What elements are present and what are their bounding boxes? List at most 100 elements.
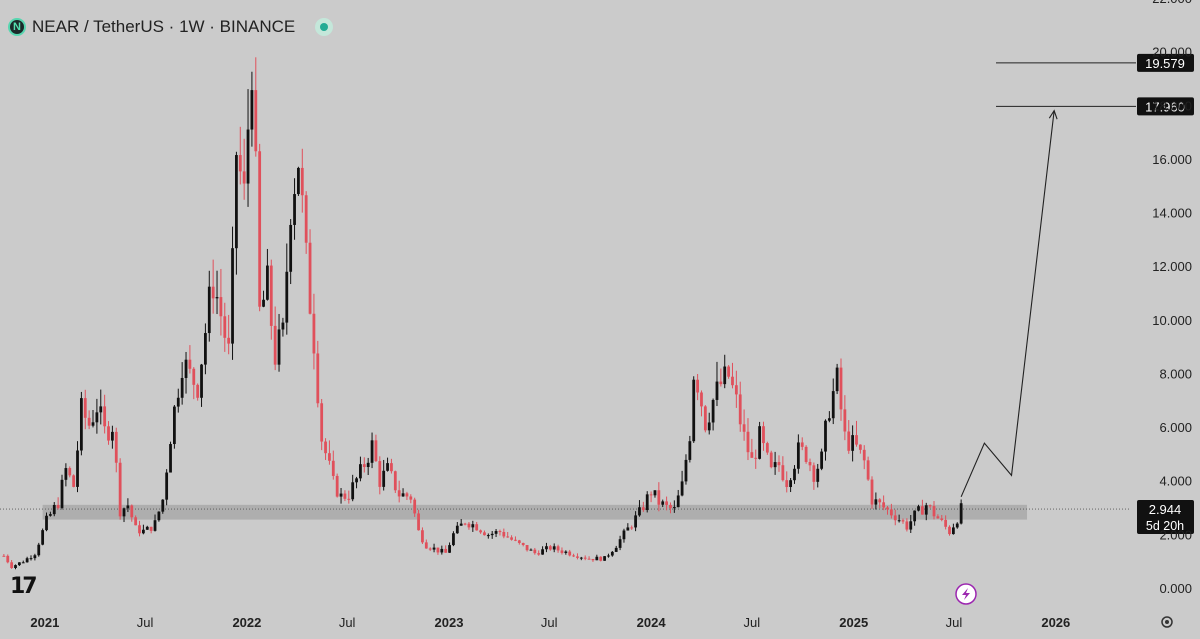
candle-body: [424, 542, 428, 549]
candle-body: [308, 242, 312, 314]
candle-body: [68, 468, 72, 476]
candle-body: [587, 558, 591, 560]
candle-body: [378, 461, 382, 487]
candle-body: [765, 443, 769, 453]
candle-body: [742, 424, 746, 432]
candle-body: [928, 505, 932, 507]
candle-body: [138, 525, 141, 534]
candle-body: [188, 359, 192, 369]
candle-body: [79, 398, 83, 451]
candle-body: [316, 353, 320, 404]
candle-body: [366, 462, 370, 468]
candle-body: [750, 452, 754, 458]
current-price-label: 2.944: [1149, 502, 1182, 517]
x-tick-label: 2025: [839, 615, 868, 630]
candle-body: [734, 385, 738, 395]
candle-body: [448, 545, 451, 553]
candle-body: [48, 514, 52, 516]
candle-body: [370, 440, 374, 463]
candle-body: [626, 527, 630, 531]
candle-body: [285, 271, 289, 323]
candle-body: [533, 549, 537, 554]
y-tick-label: 16.000: [1152, 152, 1192, 167]
candle-body: [913, 510, 917, 522]
symbol-header[interactable]: N NEAR / TetherUS · 1W · BINANCE: [8, 14, 334, 40]
candle-body: [374, 440, 378, 462]
candle-body: [711, 399, 715, 423]
candle-body: [870, 479, 874, 505]
candle-body: [754, 457, 758, 459]
candle-body: [455, 525, 459, 534]
candle-body: [142, 529, 145, 534]
candle-body: [537, 553, 541, 555]
candle-body: [649, 494, 653, 496]
candle-body: [254, 90, 258, 152]
candle-body: [634, 515, 637, 528]
y-tick-label: 8.000: [1159, 366, 1192, 381]
candle-body: [738, 394, 742, 425]
candle-body: [796, 442, 800, 469]
candle-body: [855, 435, 858, 445]
candle-body: [723, 366, 727, 385]
candle-body: [343, 493, 347, 499]
candle-body: [568, 551, 572, 556]
candle-body: [238, 155, 242, 172]
candle-body: [207, 286, 211, 334]
status-dot: [320, 23, 329, 31]
candle-body: [169, 444, 172, 473]
candle-body: [506, 536, 510, 538]
candle-body: [545, 546, 548, 550]
candle-body: [331, 460, 335, 476]
x-tick-label: 2022: [232, 615, 261, 630]
candle-body: [289, 224, 293, 272]
candle-body: [2, 555, 6, 557]
candle-body: [827, 418, 831, 421]
candle-body: [300, 167, 304, 196]
tradingview-logo-icon[interactable]: 17: [10, 574, 38, 599]
candle-body: [599, 556, 603, 561]
candle-body: [192, 368, 196, 385]
candle-body: [184, 359, 188, 378]
candle-body: [320, 403, 324, 442]
candle-body: [161, 499, 165, 512]
candle-body: [517, 540, 521, 543]
candle-body: [76, 450, 79, 487]
candle-body: [510, 537, 513, 540]
candle-body: [835, 367, 839, 392]
candle-body: [940, 518, 944, 520]
y-tick-label: 20.000: [1152, 45, 1192, 60]
candle-body: [196, 384, 200, 398]
candle-body: [95, 412, 99, 423]
candle-body: [29, 558, 33, 560]
candle-body: [444, 548, 448, 553]
candle-body: [479, 530, 482, 533]
candle-body: [339, 493, 343, 497]
candle-body: [386, 463, 389, 471]
y-tick-label: 10.000: [1152, 313, 1192, 328]
candle-body: [483, 532, 486, 536]
support-zone: [42, 504, 1028, 520]
candle-body: [622, 530, 626, 540]
x-tick-label: 2024: [637, 615, 667, 630]
candle-body: [490, 533, 494, 536]
market-status-icon[interactable]: [315, 18, 334, 36]
candle-body: [541, 549, 544, 555]
symbol-title[interactable]: NEAR / TetherUS · 1W · BINANCE: [32, 17, 296, 36]
candle-body: [769, 452, 773, 468]
candle-body: [812, 465, 816, 482]
x-tick-label: Jul: [137, 615, 154, 630]
candle-body: [692, 379, 696, 442]
candle-body: [808, 461, 812, 466]
candle-body: [25, 558, 29, 563]
projection-arrowhead: [1048, 109, 1058, 120]
candle-body: [393, 471, 397, 491]
candle-body: [200, 364, 203, 398]
candle-body: [843, 409, 847, 432]
candle-body: [64, 468, 68, 480]
candle-body: [107, 426, 110, 441]
target-level-label: 19.579: [1145, 56, 1185, 71]
y-tick-label: 6.000: [1159, 420, 1192, 435]
candle-body: [99, 406, 103, 413]
